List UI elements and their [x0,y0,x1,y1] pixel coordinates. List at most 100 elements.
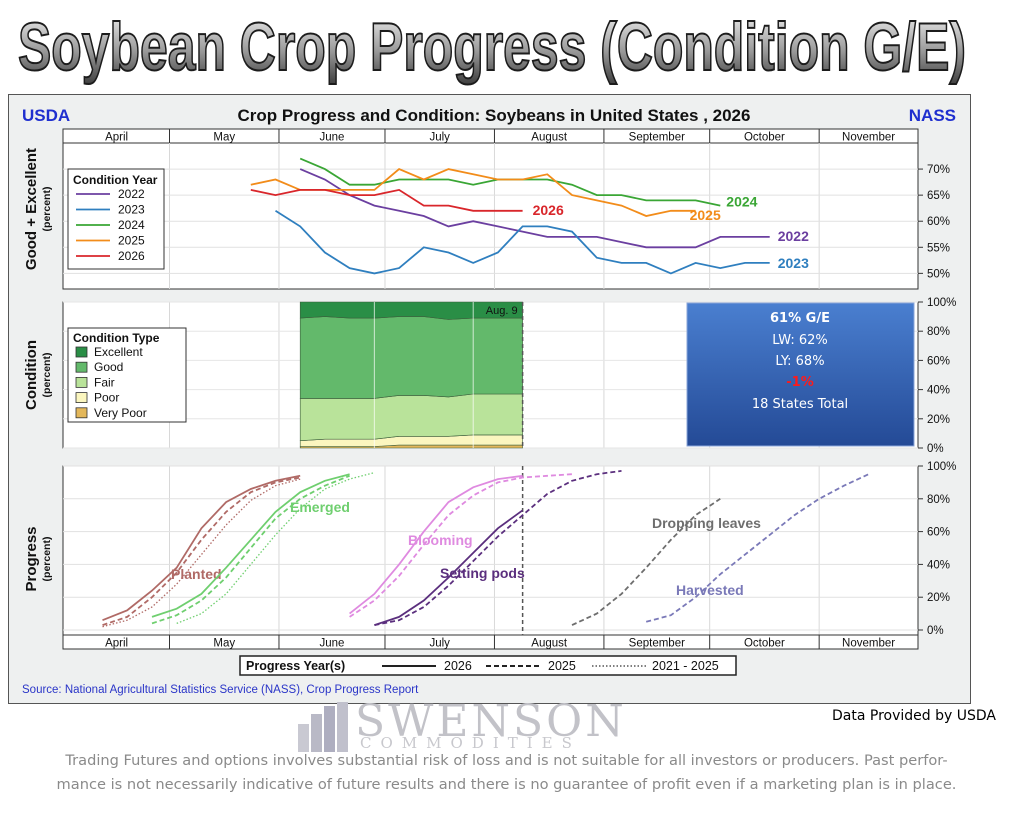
condition-legend-label-poor: Poor [94,391,119,405]
condition-legend-swatch-poor [75,392,88,404]
progress-month-august: August [531,638,568,650]
source-note: Source: National Agricultural Statistics… [22,684,419,696]
condition-ytick-40: 40% [927,385,950,397]
logo-wordmark: SWENSON [355,696,627,747]
progress-month-april: April [105,638,128,650]
progress-ytick-0: 0% [927,625,944,637]
progress-legend-2026: 2026 [444,659,472,673]
progress-stage-label-dropping-leaves: Dropping leaves [652,515,761,531]
ge-month-july: July [429,132,450,144]
ge-month-november: November [842,132,895,144]
progress-stage-label-harvested: Harvested [676,582,744,598]
condition-ytick-0: 0% [927,443,944,455]
ge-month-june: June [320,132,345,144]
progress-line-blooming-2026 [349,474,523,615]
ge-ytick-65: 65% [927,190,950,202]
condition-legend-swatch-fair [75,376,88,388]
condition-legend-label-very-poor: Very Poor [94,406,147,420]
progress-line-emerged-2026 [151,473,350,618]
swenson-logo-icon [298,702,348,752]
ge-series-2022 [299,168,770,249]
ge-month-may: May [213,132,235,144]
progress-year-legend: Progress Year(s) 2026 2025 2021 - 2025 [239,655,737,676]
ge-series-2023 [275,210,770,275]
ge-end-label-2023: 2023 [778,255,809,271]
condition-ylabel-unit: (percent) [41,353,53,398]
progress-ylabel-unit: (percent) [41,537,53,582]
progress-legend-title: Progress Year(s) [246,659,345,673]
progress-line-planted-2025 [102,476,301,626]
progress-ylabel: Progress [23,526,40,591]
progress-month-may: May [213,638,235,650]
stats-states: 18 States Total [752,397,848,412]
ge-ytick-60: 60% [927,216,950,228]
chart-frame: USDA Crop Progress and Condition: Soybea… [8,94,971,704]
stats-box: 61% G/E LW: 62% LY: 68% -1% 18 States To… [686,302,915,447]
banner: Soybean Crop Progress (Condition G/E) [17,8,967,86]
progress-line-setting-pods-2026 [374,509,524,626]
ge-legend-title: Condition Year [73,173,158,187]
good-excellent-panel: April May June July August September October No… [23,128,950,290]
ge-end-label-2024: 2024 [726,194,757,210]
condition-legend-title: Condition Type [73,331,160,345]
progress-line-emerged-2025 [151,474,350,625]
nass-badge: NASS [909,106,956,125]
progress-ytick-40: 40% [927,559,950,571]
ge-ytick-70: 70% [927,164,950,176]
usda-badge: USDA [22,106,70,125]
ge-legend-label-2022: 2022 [118,187,145,201]
progress-ytick-80: 80% [927,494,950,506]
data-provided-note: Data Provided by USDA [832,708,996,724]
banner-title: Soybean Crop Progress (Condition G/E) [18,9,966,85]
ge-month-august: August [531,132,568,144]
progress-month-october: October [744,638,785,650]
ge-series-2026 [250,188,523,212]
stats-last-year: LY: 68% [775,354,824,369]
progress-ytick-60: 60% [927,527,950,539]
stats-ge: 61% G/E [770,311,830,326]
condition-date-annotation: Aug. 9 [486,305,518,317]
ge-end-label-2026: 2026 [533,202,564,218]
progress-stage-label-blooming: Blooming [408,532,473,548]
progress-month-september: September [629,638,685,650]
progress-plot-area [62,465,919,650]
ge-ylabel: Good + Excellent [23,148,40,270]
progress-line-planted-2026 [102,474,301,622]
progress-ytick-20: 20% [927,592,950,604]
condition-ytick-100: 100% [927,297,956,309]
stats-last-week: LW: 62% [772,333,828,348]
condition-area-good [299,316,523,399]
disclaimer-line-2: mance is not necessarily indicative of f… [56,776,957,793]
condition-legend-label-excellent: Excellent [94,345,143,359]
ge-legend-box [67,168,165,270]
disclaimer-line-1: Trading Futures and options involves sub… [65,752,948,769]
progress-line-setting-pods-2025 [374,470,622,626]
ge-month-april: April [105,132,128,144]
progress-stage-label-setting-pods: Setting pods [440,565,525,581]
ge-legend-label-2026: 2026 [118,249,145,263]
logo-subtitle: COMMODITIES [360,734,581,752]
progress-line-planted-2021-2025 [102,478,301,628]
progress-legend-2021-2025: 2021 - 2025 [652,659,719,673]
condition-ytick-80: 80% [927,326,950,338]
progress-panel: April May June July August September October No… [23,461,956,650]
ge-month-october: October [744,132,785,144]
progress-line-harvested-2025 [645,473,869,623]
ge-end-label-2025: 2025 [690,207,721,223]
progress-legend-2025: 2025 [548,659,576,673]
condition-ytick-60: 60% [927,355,950,367]
condition-ytick-20: 20% [927,414,950,426]
ge-ytick-55: 55% [927,242,950,254]
ge-month-september: September [629,132,685,144]
stats-change: -1% [786,375,813,390]
progress-line-dropping-leaves-2025 [571,498,721,626]
condition-legend-box [67,327,187,423]
condition-legend-swatch-good [75,361,88,373]
ge-legend-label-2025: 2025 [118,234,145,248]
progress-month-june: June [320,638,345,650]
ge-end-label-2022: 2022 [778,228,809,244]
ge-legend-label-2024: 2024 [118,218,145,232]
progress-ytick-100: 100% [927,461,956,473]
condition-legend-label-good: Good [94,360,123,374]
chart-title: Crop Progress and Condition: Soybeans in… [238,106,751,125]
